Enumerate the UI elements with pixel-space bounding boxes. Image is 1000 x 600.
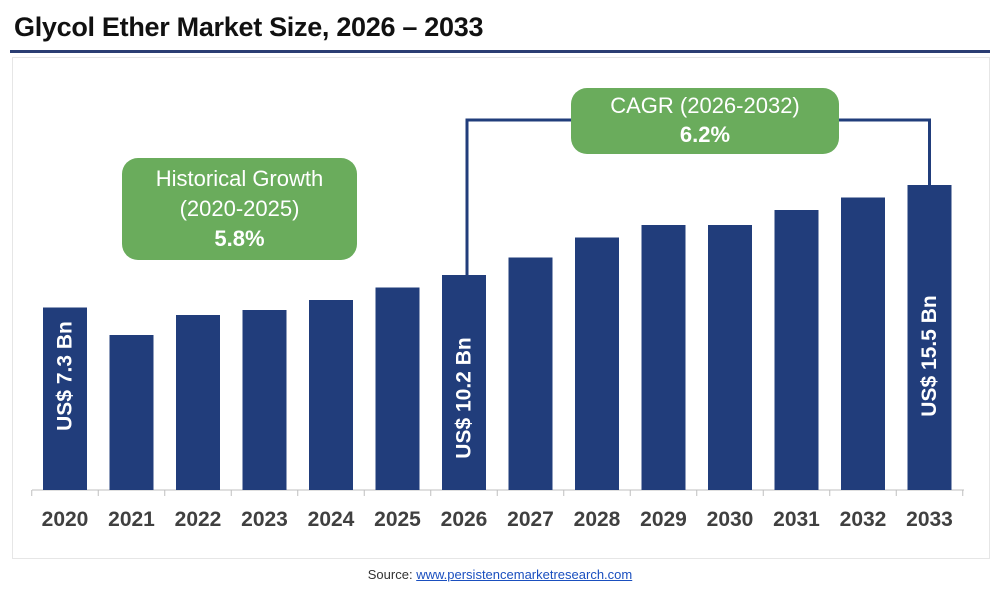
source-note: Source: www.persistencemarketresearch.co…: [0, 567, 1000, 582]
bar-2029: [641, 225, 686, 490]
bar-2025: [375, 287, 420, 490]
x-tick-label-2030: 2030: [707, 508, 754, 531]
historical-growth-callout-label-line-1: Historical Growth: [156, 166, 323, 191]
bar-2024: [309, 300, 353, 490]
x-tick-label-2024: 2024: [308, 508, 355, 531]
x-tick-label-2022: 2022: [175, 508, 222, 531]
bar-2033: [907, 185, 952, 490]
bar-2022: [176, 315, 220, 490]
bar-2027: [508, 257, 553, 490]
x-tick-label-2033: 2033: [906, 508, 953, 531]
chart-title: Glycol Ether Market Size, 2026 – 2033: [14, 12, 484, 42]
bar-label-2020: US$ 7.3 Bn: [54, 321, 77, 431]
source-prefix: Source:: [367, 567, 413, 582]
x-tick-label-2023: 2023: [241, 508, 288, 531]
cagr-callout-value: 6.2%: [680, 122, 730, 147]
historical-growth-callout-box: [122, 158, 357, 260]
x-tick-label-2020: 2020: [42, 508, 89, 531]
bar-2021: [109, 335, 154, 490]
x-tick-label-2031: 2031: [773, 508, 820, 531]
bar-2031: [774, 210, 819, 490]
historical-growth-callout-value: 5.8%: [214, 226, 264, 251]
cagr-callout-label-line-1: CAGR (2026-2032): [610, 93, 800, 118]
cagr-callout-box: [571, 88, 839, 154]
bar-2020: [43, 307, 87, 490]
x-tick-label-2025: 2025: [374, 508, 421, 531]
x-tick-label-2027: 2027: [507, 508, 554, 531]
bar-2030: [708, 225, 752, 490]
bar-2028: [575, 237, 619, 490]
x-tick-label-2028: 2028: [574, 508, 621, 531]
bar-label-2033: US$ 15.5 Bn: [918, 295, 941, 416]
historical-growth-callout-label-line-2: (2020-2025): [180, 196, 300, 221]
bar-2026: [442, 275, 486, 490]
source-link[interactable]: www.persistencemarketresearch.com: [416, 567, 633, 582]
x-tick-label-2021: 2021: [108, 508, 155, 531]
x-tick-label-2032: 2032: [840, 508, 887, 531]
title-underline: [10, 50, 990, 53]
bar-2032: [841, 197, 885, 490]
bar-label-2026: US$ 10.2 Bn: [453, 337, 476, 458]
bar-2023: [242, 310, 287, 490]
chart-frame: [12, 57, 990, 559]
x-tick-label-2029: 2029: [640, 508, 687, 531]
x-tick-label-2026: 2026: [441, 508, 488, 531]
